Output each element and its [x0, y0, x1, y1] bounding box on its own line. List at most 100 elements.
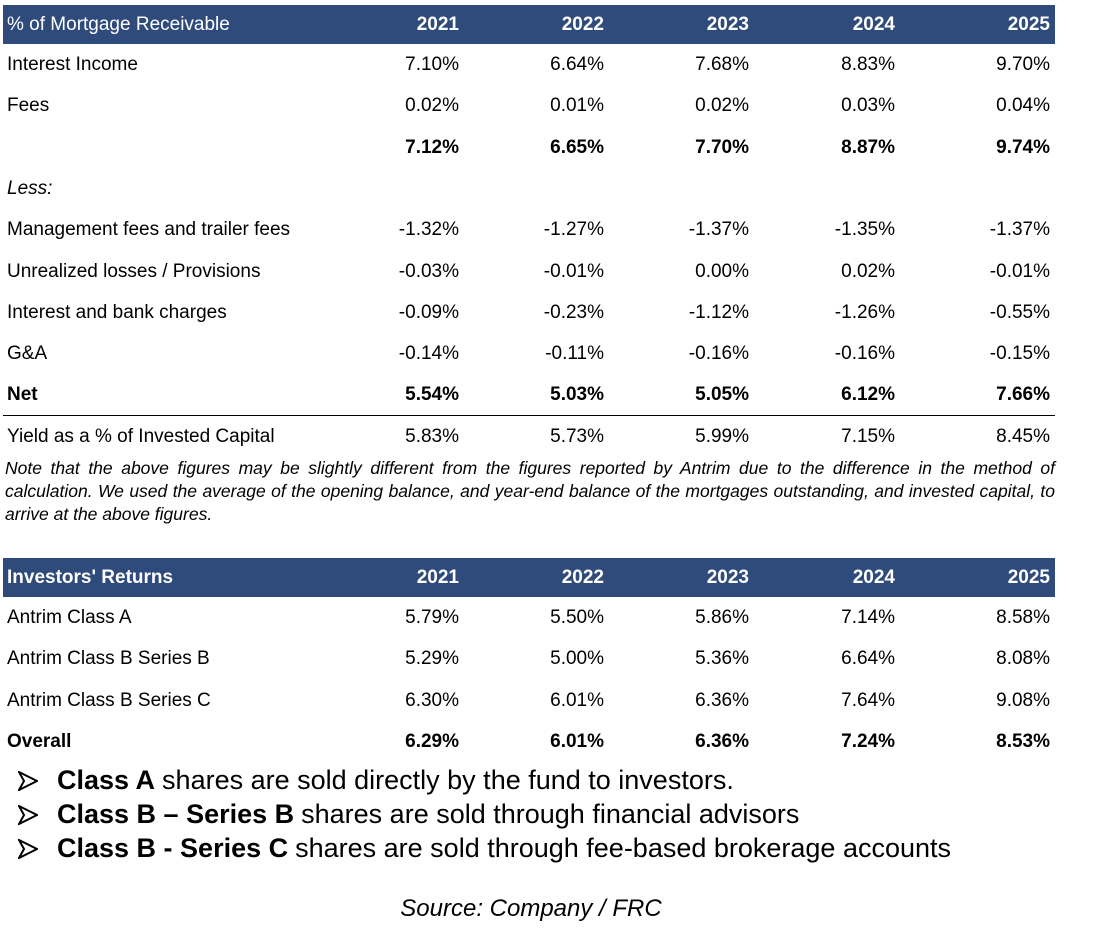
cell-value: 9.70%	[996, 54, 1050, 75]
cell-value: -1.26%	[834, 301, 895, 323]
cell-value: 5.05%	[695, 384, 749, 406]
cell-value: 8.87%	[841, 136, 895, 158]
cell-value: 5.86%	[695, 607, 749, 628]
cell-value: 0.02%	[695, 95, 749, 117]
cell-value: 6.64%	[550, 54, 604, 75]
bullet-rest: shares are sold directly by the fund to …	[162, 765, 734, 795]
cell-value: 0.02%	[841, 260, 895, 282]
cell-value: -0.11%	[545, 343, 604, 365]
cell-value: 7.66%	[996, 384, 1050, 406]
cell-value: 8.08%	[996, 648, 1050, 670]
cell-value: -0.09%	[398, 301, 459, 323]
cell-value: 7.12%	[405, 136, 459, 158]
header-year: 2023	[706, 567, 749, 588]
cell-value: -1.32%	[398, 219, 459, 241]
cell-value: -0.01%	[989, 260, 1050, 282]
row-label: Antrim Class B Series B	[7, 648, 210, 670]
cell-value: 7.15%	[841, 425, 895, 447]
cell-value: 6.12%	[841, 384, 895, 406]
cell-value: 5.50%	[550, 607, 604, 628]
header-year: 2022	[561, 567, 604, 588]
row-label: Antrim Class A	[7, 607, 132, 628]
cell-value: 5.03%	[550, 384, 604, 406]
cell-value: 6.65%	[550, 136, 604, 158]
bullet-rest: shares are sold through financial adviso…	[301, 799, 800, 829]
cell-value: 6.36%	[695, 730, 749, 752]
cell-value: -0.14%	[398, 343, 459, 365]
arrow-shape	[18, 805, 38, 825]
header-year: 2022	[561, 14, 604, 35]
cell-value: 0.02%	[405, 95, 459, 117]
arrow-shape	[18, 839, 38, 859]
bullet-arrow	[18, 805, 38, 825]
cell-value: 5.29%	[405, 648, 459, 670]
header-year: 2024	[852, 14, 895, 35]
header-label: Investors' Returns	[7, 567, 174, 588]
cell-value: 5.00%	[550, 648, 604, 670]
row-label: G&A	[7, 343, 48, 365]
cell-value: -0.23%	[543, 301, 604, 323]
cell-value: 9.08%	[996, 689, 1050, 711]
bullet-rest: shares are sold through fee-based broker…	[295, 833, 952, 863]
cell-value: -0.03%	[398, 260, 459, 282]
cell-value: 5.73%	[550, 425, 604, 447]
cell-value: 0.00%	[695, 260, 749, 282]
cell-value: 8.45%	[996, 425, 1050, 447]
row-label: Antrim Class B Series C	[7, 689, 211, 711]
header-year: 2021	[416, 14, 459, 35]
table-header	[3, 558, 1055, 597]
header-year: 2025	[1007, 14, 1050, 35]
cell-value: -1.37%	[989, 219, 1050, 241]
cell-value: 7.64%	[841, 689, 895, 711]
row-label: Interest and bank charges	[7, 301, 227, 323]
header-year: 2025	[1007, 567, 1050, 588]
header-year: 2021	[416, 567, 459, 588]
cell-value: -1.12%	[688, 301, 749, 323]
bullet-arrow	[18, 839, 38, 859]
bullet-arrow	[18, 771, 38, 791]
cell-value: 6.29%	[405, 730, 459, 752]
row-label: Fees	[7, 95, 50, 117]
cell-value: 8.53%	[996, 730, 1050, 752]
bullet-bold: Class A	[57, 765, 156, 795]
cell-value: -0.55%	[989, 301, 1050, 323]
cell-value: 5.99%	[695, 425, 749, 447]
cell-value: 5.83%	[405, 425, 459, 447]
cell-value: 6.01%	[550, 730, 604, 752]
row-label: Management fees and trailer fees	[7, 219, 291, 241]
cell-value: 0.04%	[996, 95, 1050, 117]
cell-value: 9.74%	[996, 136, 1050, 158]
row-label: Net	[7, 384, 38, 406]
row-label: Less:	[7, 177, 53, 199]
cell-value: 7.10%	[405, 54, 459, 75]
cell-value: 5.79%	[405, 607, 459, 628]
cell-value: 7.24%	[841, 730, 895, 752]
cell-value: -0.16%	[688, 343, 749, 365]
table-header	[3, 5, 1055, 44]
header-year: 2023	[706, 14, 749, 35]
cell-value: -0.01%	[543, 260, 604, 282]
cell-value: 6.64%	[841, 648, 895, 670]
arrow-shape	[18, 771, 38, 791]
row-label: Unrealized losses / Provisions	[7, 260, 261, 282]
header-year: 2024	[852, 567, 895, 588]
row-label: Overall	[7, 730, 72, 752]
source: Source: Company / FRC	[400, 895, 662, 922]
cell-value: -0.15%	[989, 343, 1050, 365]
row-label: Yield as a % of Invested Capital	[7, 425, 275, 447]
cell-value: 8.83%	[841, 54, 895, 75]
row-rule	[3, 414, 1055, 416]
cell-value: -1.37%	[688, 219, 749, 241]
cell-value: 7.70%	[695, 136, 749, 158]
cell-value: 6.30%	[405, 689, 459, 711]
cell-value: 8.58%	[996, 607, 1050, 628]
header-label: % of Mortgage Receivable	[7, 14, 230, 35]
cell-value: 0.03%	[841, 95, 895, 117]
cell-value: -1.27%	[543, 219, 604, 241]
cell-value: 6.36%	[695, 689, 749, 711]
note: Note that the above figures may be sligh…	[5, 458, 1055, 524]
